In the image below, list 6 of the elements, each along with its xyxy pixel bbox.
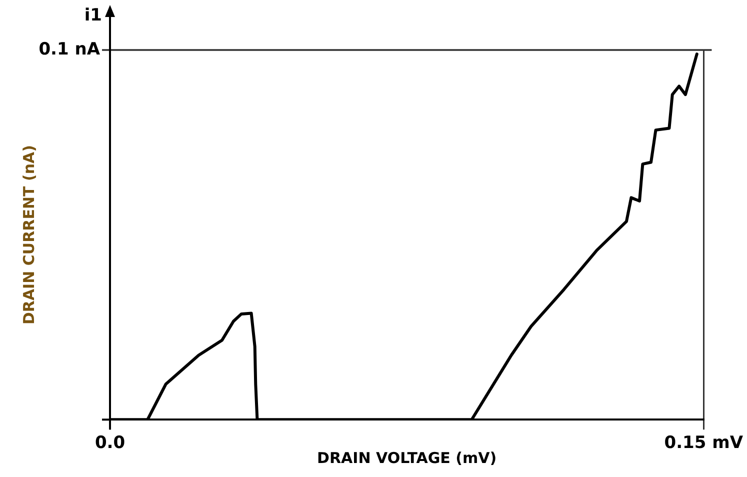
text: i1: [84, 5, 102, 26]
y-axis-title: DRAIN CURRENT (nA): [20, 145, 38, 325]
x-tick-label: 0.15 mV: [664, 433, 744, 454]
ref-line-label: 0.1 nA: [38, 39, 101, 60]
x-tick-label: 0.0: [94, 433, 126, 454]
x-axis-title: DRAIN VOLTAGE (mV): [317, 448, 497, 467]
